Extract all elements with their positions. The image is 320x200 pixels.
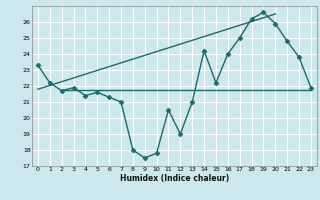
X-axis label: Humidex (Indice chaleur): Humidex (Indice chaleur) bbox=[120, 174, 229, 183]
